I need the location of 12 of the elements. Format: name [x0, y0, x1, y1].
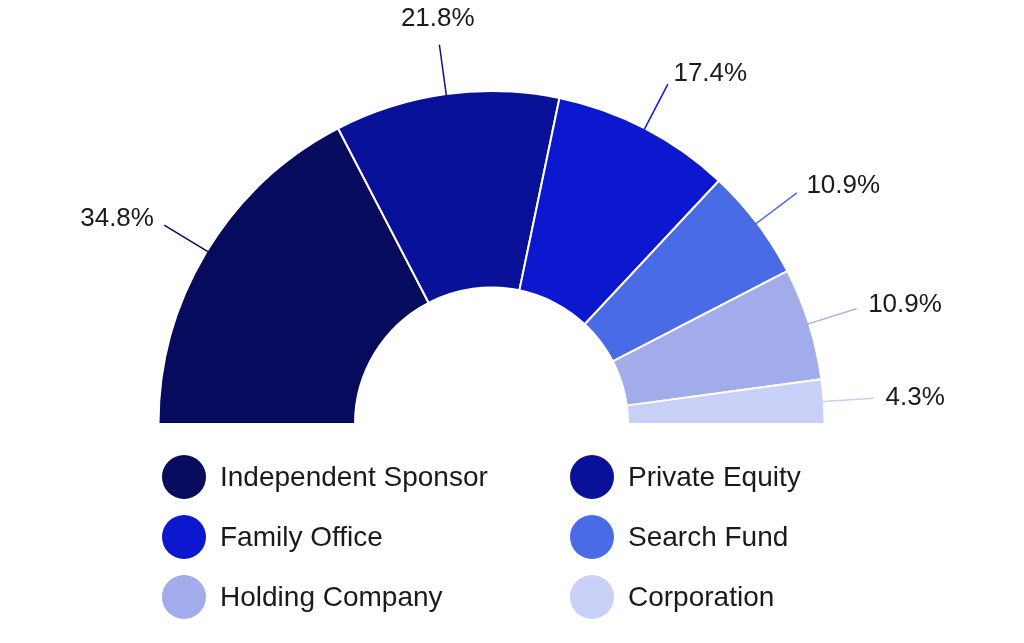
legend-label: Corporation: [628, 581, 775, 613]
data-label: 10.9%: [806, 168, 881, 199]
data-label: 21.8%: [400, 1, 475, 32]
legend-label: Independent Sponsor: [220, 461, 488, 493]
legend-label: Search Fund: [628, 521, 789, 553]
legend-label: Private Equity: [628, 461, 801, 493]
data-label: 34.8%: [80, 202, 154, 233]
data-label: 10.9%: [868, 288, 942, 319]
legend-label: Family Office: [220, 521, 383, 553]
data-label: 17.4%: [673, 56, 748, 87]
data-label: 4.3%: [885, 380, 945, 411]
legend-label: Holding Company: [220, 581, 443, 613]
